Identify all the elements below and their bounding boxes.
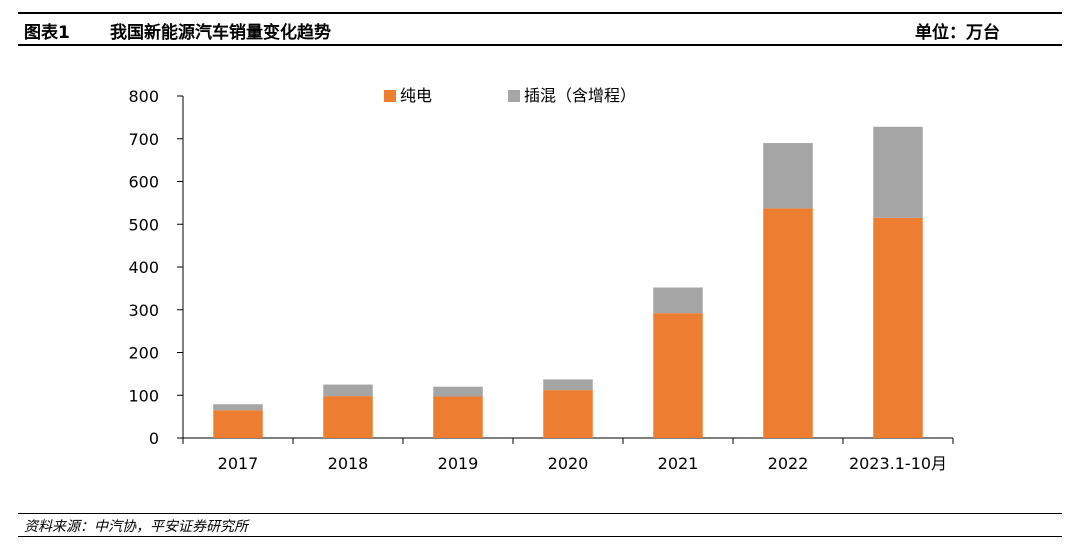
bar-bev-6 bbox=[873, 217, 923, 438]
unit-label: 单位：万台 bbox=[915, 23, 1000, 43]
legend-swatch-0 bbox=[384, 90, 396, 102]
bar-phev-0 bbox=[213, 404, 263, 411]
bars bbox=[213, 126, 923, 438]
bar-bev-5 bbox=[763, 208, 813, 438]
y-tick-label: 600 bbox=[128, 173, 159, 192]
y-tick-label: 400 bbox=[128, 258, 159, 277]
y-tick-label: 200 bbox=[128, 344, 159, 363]
y-tick-label: 300 bbox=[128, 301, 159, 320]
bar-phev-3 bbox=[543, 379, 593, 391]
x-tick-label: 2023.1-10月 bbox=[849, 454, 947, 473]
x-tick-label: 2021 bbox=[658, 454, 699, 473]
bar-bev-3 bbox=[543, 390, 593, 438]
figure-header: 图表1 我国新能源汽车销量变化趋势 单位：万台 bbox=[18, 12, 1062, 46]
x-tick-label: 2020 bbox=[548, 454, 589, 473]
y-axis: 0 100 200 300 400 500 600 700 800 bbox=[128, 87, 184, 448]
y-tick-label: 700 bbox=[128, 130, 159, 149]
bar-bev-4 bbox=[653, 313, 703, 438]
bar-phev-4 bbox=[653, 287, 703, 314]
legend: 纯电 插混（含增程） bbox=[384, 86, 636, 105]
y-tick-label: 800 bbox=[128, 87, 159, 106]
bar-phev-5 bbox=[763, 143, 813, 209]
y-tick-label: 500 bbox=[128, 215, 159, 234]
x-tick-label: 2019 bbox=[438, 454, 479, 473]
bar-phev-2 bbox=[433, 386, 483, 397]
y-tick-label: 100 bbox=[128, 386, 159, 405]
legend-swatch-1 bbox=[508, 90, 520, 102]
figure-number: 图表1 bbox=[24, 23, 70, 43]
y-tick-label: 0 bbox=[149, 429, 159, 448]
figure-footer: 资料来源：中汽协，平安证券研究所 bbox=[18, 513, 1062, 537]
chart-title: 我国新能源汽车销量变化趋势 bbox=[110, 23, 331, 43]
legend-label-1: 插混（含增程） bbox=[524, 86, 636, 105]
bar-phev-6 bbox=[873, 126, 923, 218]
x-tick-label: 2018 bbox=[328, 454, 369, 473]
legend-label-0: 纯电 bbox=[400, 86, 432, 105]
bar-bev-1 bbox=[323, 396, 373, 438]
x-tick-label: 2022 bbox=[768, 454, 809, 473]
x-axis: 2017 2018 2019 2020 2021 2022 2023.1-10月 bbox=[182, 437, 954, 473]
x-tick-label: 2017 bbox=[218, 454, 259, 473]
source-note: 资料来源：中汽协，平安证券研究所 bbox=[24, 519, 248, 535]
bar-phev-1 bbox=[323, 384, 373, 397]
bar-bev-0 bbox=[213, 410, 263, 438]
bar-bev-2 bbox=[433, 396, 483, 438]
